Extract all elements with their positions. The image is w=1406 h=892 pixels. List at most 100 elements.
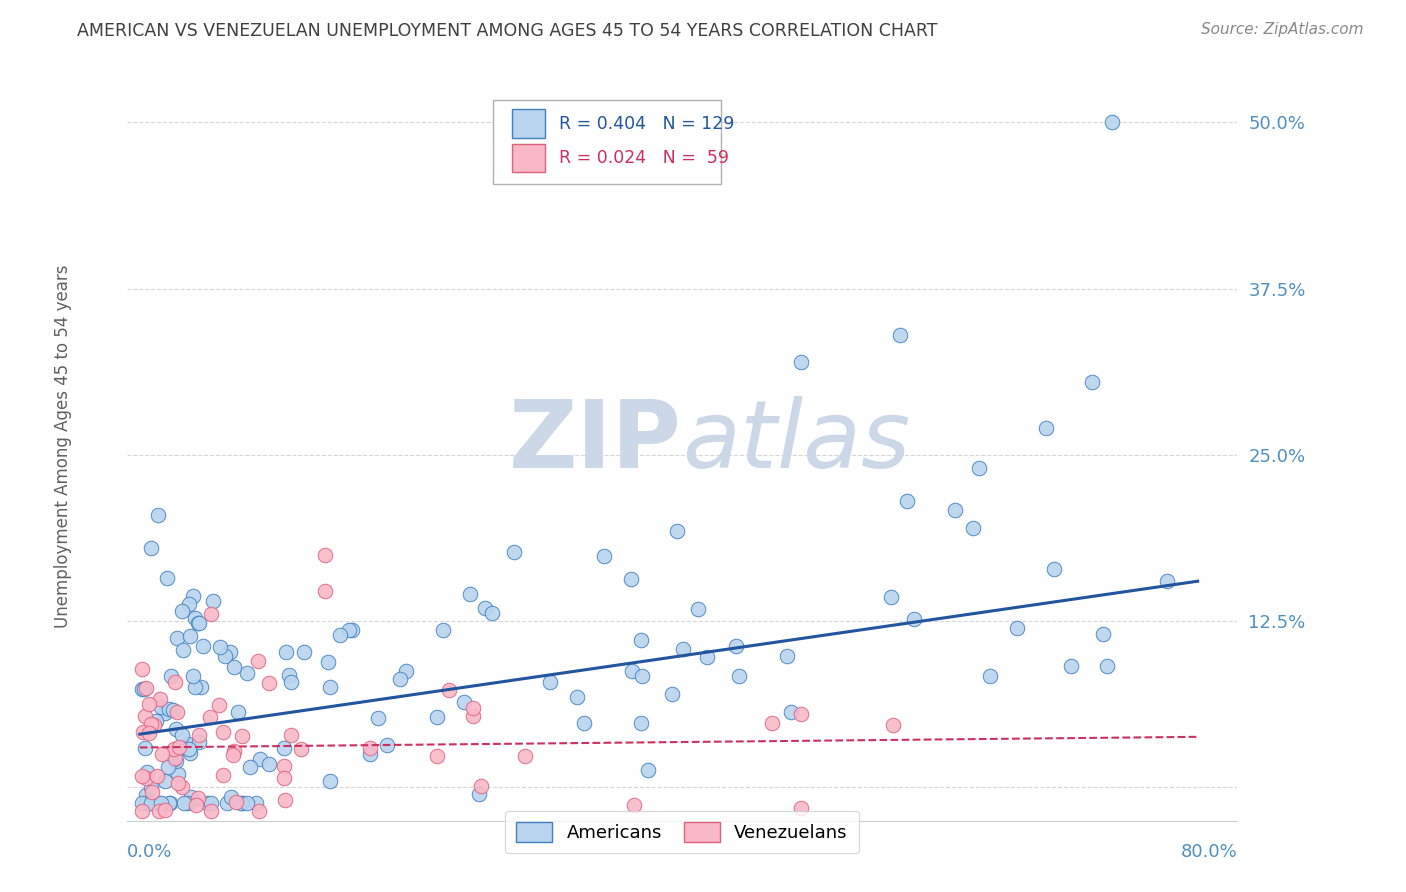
Point [474, 601, 496, 615]
Point [198, 710, 221, 724]
Point [790, 355, 813, 369]
Point [672, 641, 695, 656]
Point [273, 758, 295, 772]
Point [314, 548, 336, 562]
Text: AMERICAN VS VENEZUELAN UNEMPLOYMENT AMONG AGES 45 TO 54 YEARS CORRELATION CHART: AMERICAN VS VENEZUELAN UNEMPLOYMENT AMON… [77, 22, 938, 40]
Point [201, 594, 224, 608]
Point [314, 583, 336, 598]
Point [630, 716, 652, 731]
Point [165, 754, 187, 768]
Point [727, 669, 749, 683]
Point [191, 639, 214, 653]
Point [620, 573, 643, 587]
Point [166, 632, 188, 646]
FancyBboxPatch shape [494, 101, 721, 184]
Point [621, 664, 644, 678]
Point [1043, 562, 1066, 576]
Point [761, 715, 783, 730]
Point [225, 795, 247, 809]
Point [666, 524, 689, 539]
Point [221, 747, 243, 762]
Point [359, 747, 381, 762]
Text: R = 0.404   N = 129: R = 0.404 N = 129 [558, 115, 734, 133]
Point [623, 798, 645, 813]
Point [574, 716, 596, 731]
Point [187, 734, 209, 748]
Point [157, 702, 180, 716]
Point [153, 706, 176, 720]
Point [280, 728, 302, 742]
Point [145, 714, 167, 729]
Point [278, 668, 301, 682]
Point [148, 805, 170, 819]
Point [208, 640, 231, 654]
Point [187, 615, 209, 630]
Point [943, 503, 966, 517]
Point [188, 728, 211, 742]
Text: Source: ZipAtlas.com: Source: ZipAtlas.com [1201, 22, 1364, 37]
Point [212, 725, 235, 739]
Point [686, 602, 709, 616]
Point [229, 797, 252, 811]
Point [219, 645, 242, 659]
Point [200, 805, 222, 819]
Point [1101, 115, 1123, 129]
Point [156, 571, 179, 585]
Point [461, 701, 484, 715]
Point [186, 798, 208, 813]
Point [208, 698, 231, 713]
Point [150, 747, 173, 761]
Point [502, 545, 524, 559]
Point [461, 709, 484, 723]
Point [231, 797, 253, 811]
Point [776, 648, 799, 663]
Point [172, 642, 194, 657]
Point [163, 741, 186, 756]
Point [470, 780, 492, 794]
Point [631, 668, 654, 682]
Point [150, 797, 173, 811]
Point [187, 615, 209, 630]
Point [134, 709, 156, 723]
Point [979, 669, 1001, 683]
Point [200, 797, 222, 811]
Point [880, 591, 903, 605]
Point [200, 607, 222, 621]
Point [131, 805, 153, 819]
Point [468, 787, 491, 801]
Point [437, 682, 460, 697]
Point [319, 681, 342, 695]
Point [131, 725, 153, 739]
Point [153, 803, 176, 817]
Point [184, 611, 207, 625]
Point [146, 508, 169, 522]
Point [273, 771, 295, 785]
Point [163, 750, 186, 764]
Point [1095, 659, 1118, 673]
Point [630, 633, 652, 648]
Point [181, 668, 204, 682]
Point [162, 703, 184, 717]
Point [1035, 421, 1057, 435]
Point [143, 718, 166, 732]
Point [426, 748, 449, 763]
Point [273, 793, 295, 807]
Point [131, 682, 153, 697]
Bar [512, 144, 546, 172]
Point [962, 521, 984, 535]
Point [184, 680, 207, 694]
Point [969, 461, 991, 475]
Point [231, 729, 253, 743]
Point [181, 590, 204, 604]
Point [1092, 627, 1115, 641]
Point [131, 769, 153, 783]
Point [186, 791, 208, 805]
Point [257, 757, 280, 772]
Point [166, 775, 188, 789]
Point [637, 763, 659, 777]
Text: atlas: atlas [682, 396, 910, 487]
Point [141, 784, 163, 798]
Point [176, 797, 198, 811]
Point [513, 748, 536, 763]
Point [176, 737, 198, 751]
